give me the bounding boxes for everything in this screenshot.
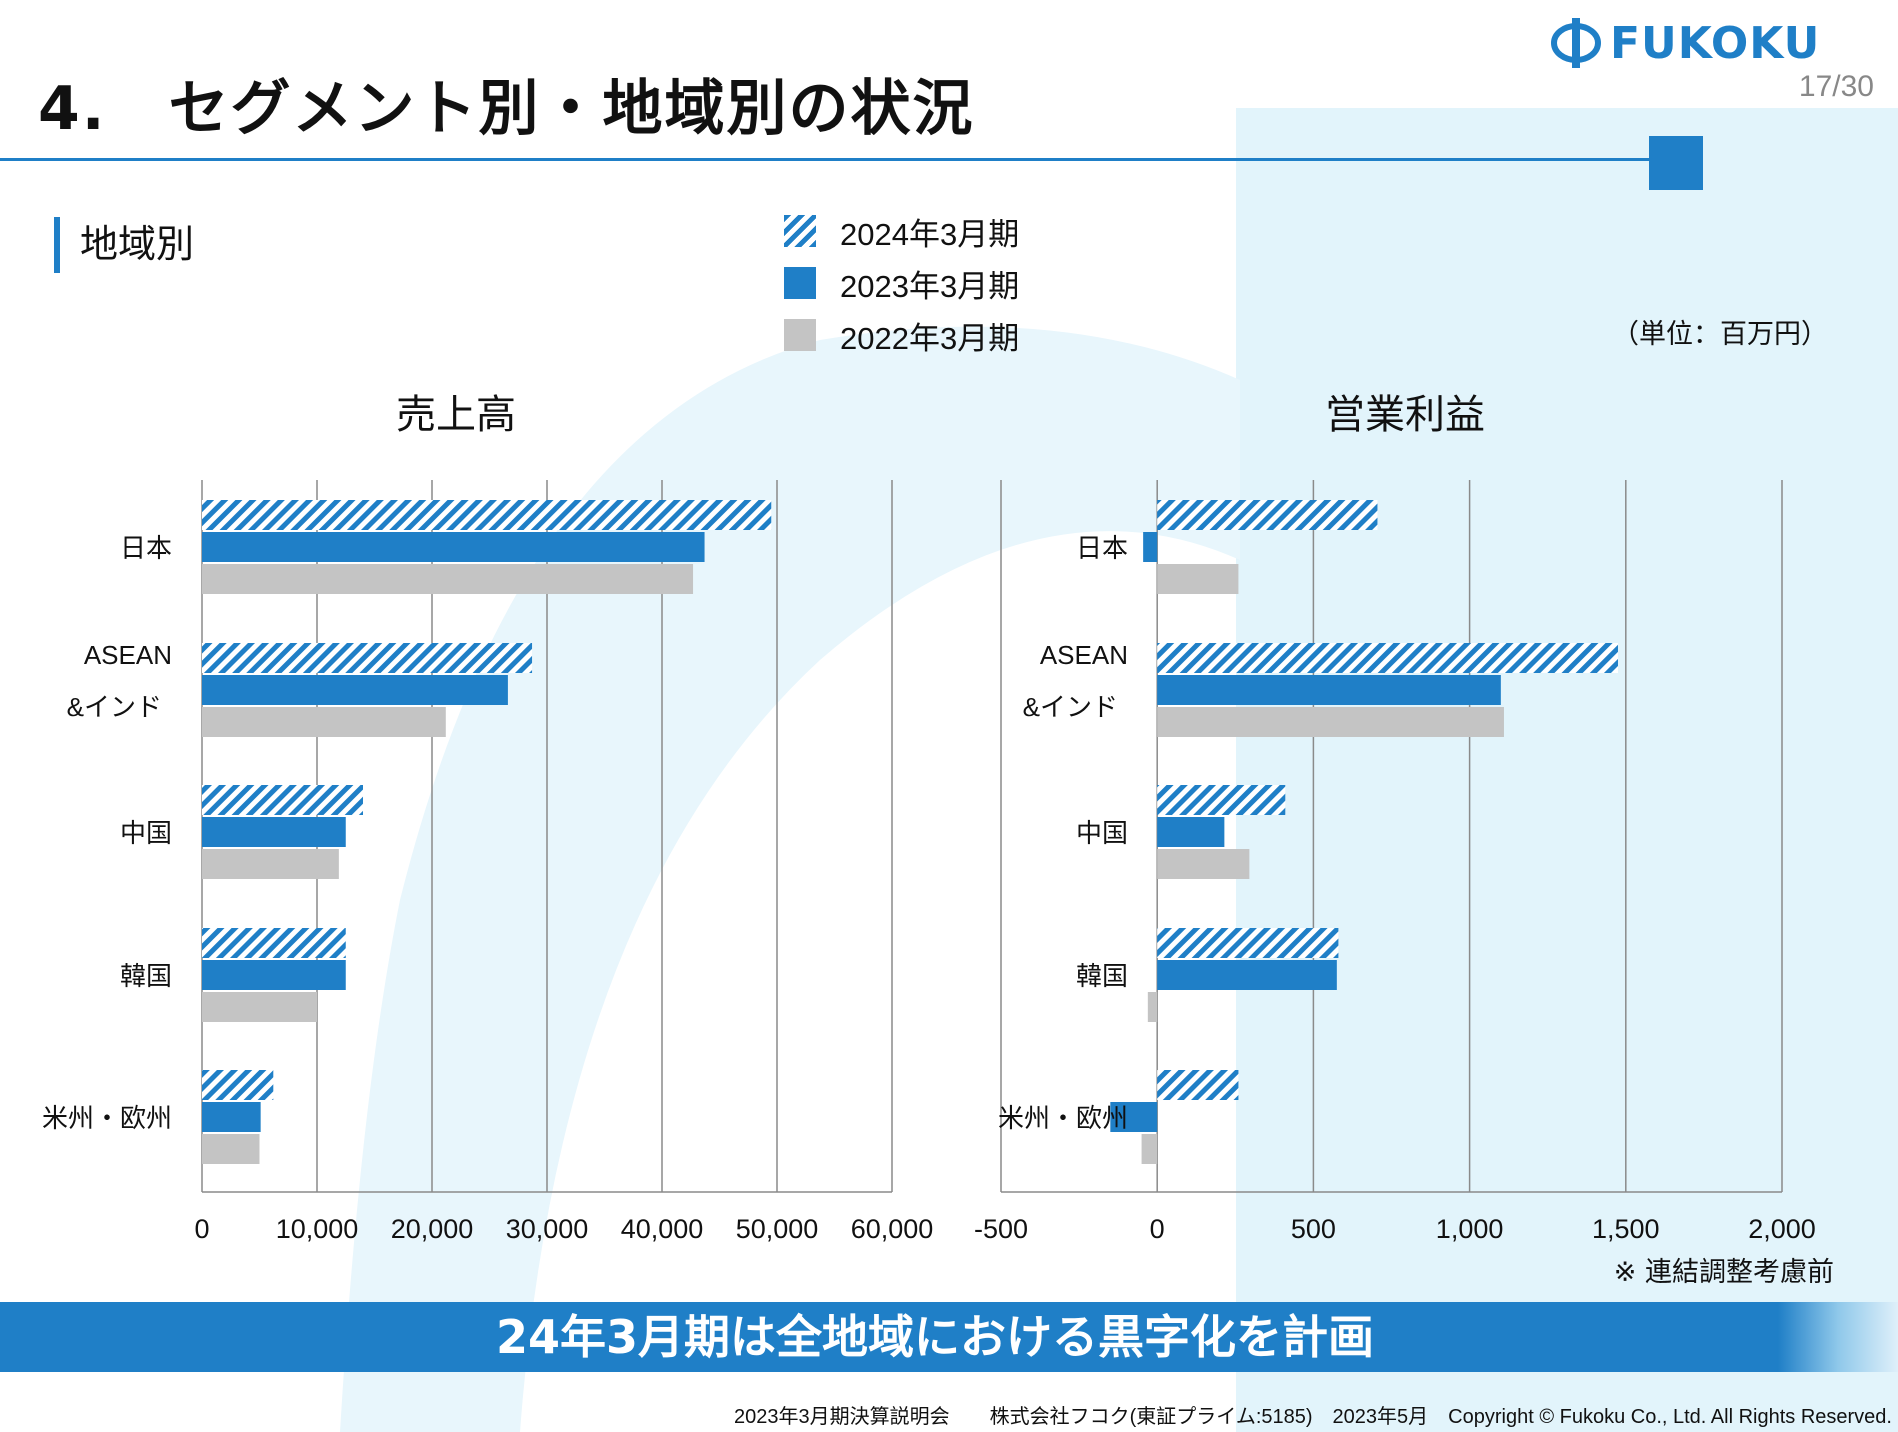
bar-2024 [202,500,772,530]
x-tick-label: 1,500 [1592,1214,1660,1244]
bar-2023 [1157,675,1501,705]
banner-text: 24年3月期は全地域における黒字化を計画 [495,1310,1375,1364]
bar-2024 [202,643,533,673]
bar-2024 [202,785,363,815]
charts-canvas: 0 10,000 20,000 30,000 40,000 50,000 60,000 日本 A… [42,480,1816,1244]
x-tick-label: 60,000 [851,1214,934,1244]
chart-legend: 2024年3月期 2023年3月期 2022年3月期 [784,205,1019,361]
bar-2022 [1157,849,1250,879]
x-tick-label: 500 [1291,1214,1336,1244]
legend-item-2024: 2024年3月期 [784,205,1019,257]
bar-2022 [202,564,694,594]
bar-2024 [1157,643,1618,673]
x-tick-label: 2,000 [1748,1214,1816,1244]
legend-swatch-gray [784,319,816,351]
bar-2023 [1157,817,1225,847]
category-label: 米州・欧州 [998,1103,1128,1133]
category-label: ASEAN &インド [67,640,172,722]
fukoku-logo: FUKOKU [1548,18,1876,69]
summary-banner: 24年3月期は全地域における黒字化を計画 [0,1302,1898,1372]
section-heading: 地域別 [54,217,194,273]
x-tick-label: 10,000 [276,1214,359,1244]
bar-2023 [1110,1102,1158,1132]
sales-chart-title: 売上高 [396,392,516,438]
title-divider [0,158,1700,161]
x-tick-label: 40,000 [621,1214,704,1244]
x-tick-label: 30,000 [506,1214,589,1244]
page-title: 4. セグメント別・地域別の状況 [38,74,975,144]
bar-2023 [202,532,705,562]
x-tick-label: 0 [194,1214,209,1244]
category-label: 韓国 [120,961,172,991]
bar-2023 [1143,532,1158,562]
bar-2023 [202,675,508,705]
x-tick-label: 20,000 [391,1214,474,1244]
logo-text: FUKOKU [1610,18,1821,69]
bar-2024 [202,1070,274,1100]
legend-swatch-hatched [784,215,816,247]
legend-item-2023: 2023年3月期 [784,257,1019,309]
note: ※ 連結調整考慮前 [1613,1257,1834,1288]
category-label: 中国 [120,818,172,848]
legend-label: 2023年3月期 [840,268,1020,304]
bar-2022 [1157,707,1504,737]
bar-2022 [1157,564,1239,594]
page-number: 17/30 [1798,70,1874,103]
bar-2022 [1141,1134,1158,1164]
title-marker [1649,136,1703,190]
x-tick-label: -500 [974,1214,1028,1244]
bar-2024 [202,928,346,958]
category-label: 米州・欧州 [42,1103,172,1133]
category-label: ASEAN &インド [1023,640,1128,722]
legend-item-2022: 2022年3月期 [784,309,1019,361]
x-tick-label: 0 [1150,1214,1165,1244]
legend-swatch-blue [784,267,816,299]
operating-profit-chart: -500 0 500 1,000 1,500 2,000 日本 ASEAN &インド中国韓国米州… [974,480,1816,1244]
bar-2023 [202,960,346,990]
legend-label: 2024年3月期 [840,216,1020,252]
x-tick-label: 1,000 [1436,1214,1504,1244]
category-label: 日本 [1076,533,1128,563]
legend-label: 2022年3月期 [840,320,1020,356]
bar-2024 [1157,1070,1239,1100]
category-label: 韓国 [1076,961,1128,991]
background-panel [1236,108,1898,1432]
bar-2024 [1157,500,1378,530]
bar-2024 [1157,928,1339,958]
bar-2023 [1157,960,1337,990]
category-label: 日本 [120,533,172,563]
bar-2024 [1157,785,1286,815]
phi-logo-icon [1551,18,1601,68]
category-label: 中国 [1076,818,1128,848]
bar-2022 [202,707,446,737]
bar-2022 [202,1134,260,1164]
bar-2022 [202,992,317,1022]
bar-2022 [202,849,339,879]
banner-gradient [1778,1302,1898,1372]
bar-2022 [1147,992,1158,1022]
sales-chart: 0 10,000 20,000 30,000 40,000 50,000 60,000 日本 A… [42,480,933,1244]
unit-label: （単位：百万円） [1612,319,1828,350]
x-tick-label: 50,000 [736,1214,819,1244]
bar-2023 [202,817,346,847]
footer: 2023年3月期決算説明会 株式会社フコク(東証プライム:5185) 2023年… [733,1406,1892,1428]
profit-chart-title: 営業利益 [1325,392,1485,438]
bar-2023 [202,1102,261,1132]
